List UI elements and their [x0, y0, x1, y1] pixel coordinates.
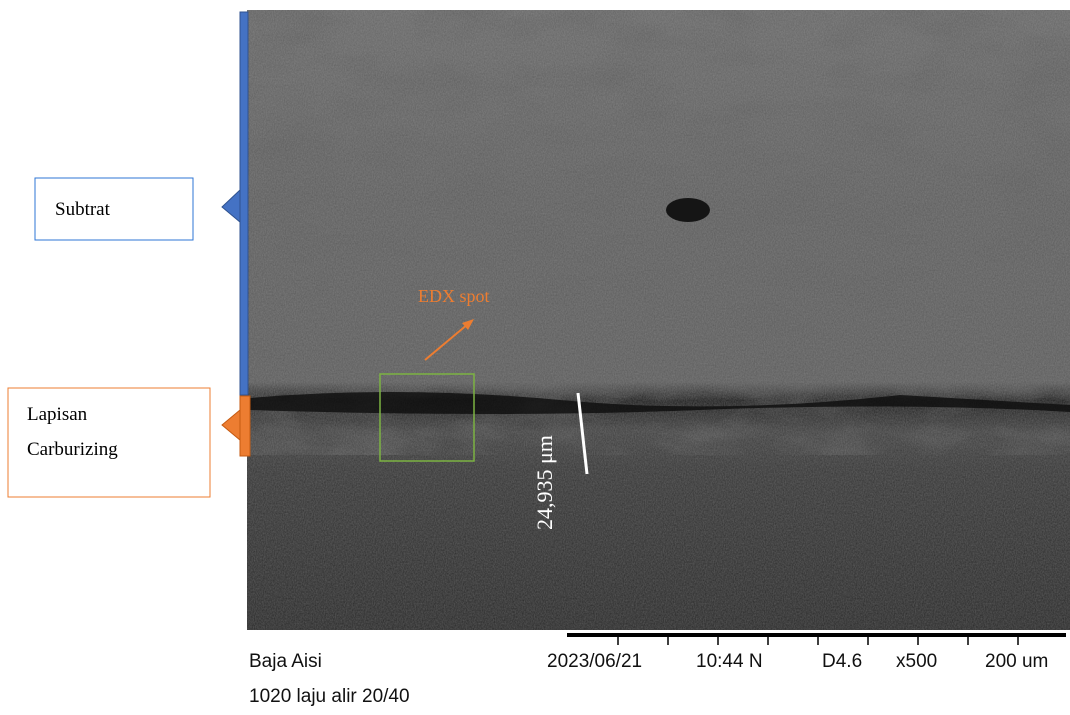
substrate-bar	[240, 12, 248, 395]
layer-arrow	[222, 410, 240, 440]
layer-bar	[240, 396, 250, 456]
pore	[666, 198, 710, 222]
scale: 200 um	[985, 651, 1048, 672]
sample: Baja Aisi	[249, 651, 322, 672]
detector: D4.6	[822, 651, 862, 672]
substrate-label: Subtrat	[55, 199, 111, 220]
info-text: Baja Aisi 2023/06/21 10:44 N D4.6 x500 2…	[249, 651, 1048, 707]
substrate-arrow	[222, 190, 240, 222]
layer-label: Lapisan	[27, 404, 88, 425]
figure: Subtrat Lapisan Carburizing EDX spot 24,…	[0, 0, 1070, 715]
thickness-label: 24,935 μm	[532, 435, 557, 530]
sem-image	[247, 10, 1070, 630]
description: 1020 laju alir 20/40	[249, 686, 410, 707]
sem-grain	[247, 10, 1070, 630]
layer-label: Carburizing	[27, 439, 118, 460]
time: 10:44 N	[696, 651, 763, 672]
magnification: x500	[896, 651, 937, 672]
date: 2023/06/21	[547, 651, 642, 672]
edx-label: EDX spot	[418, 286, 490, 306]
